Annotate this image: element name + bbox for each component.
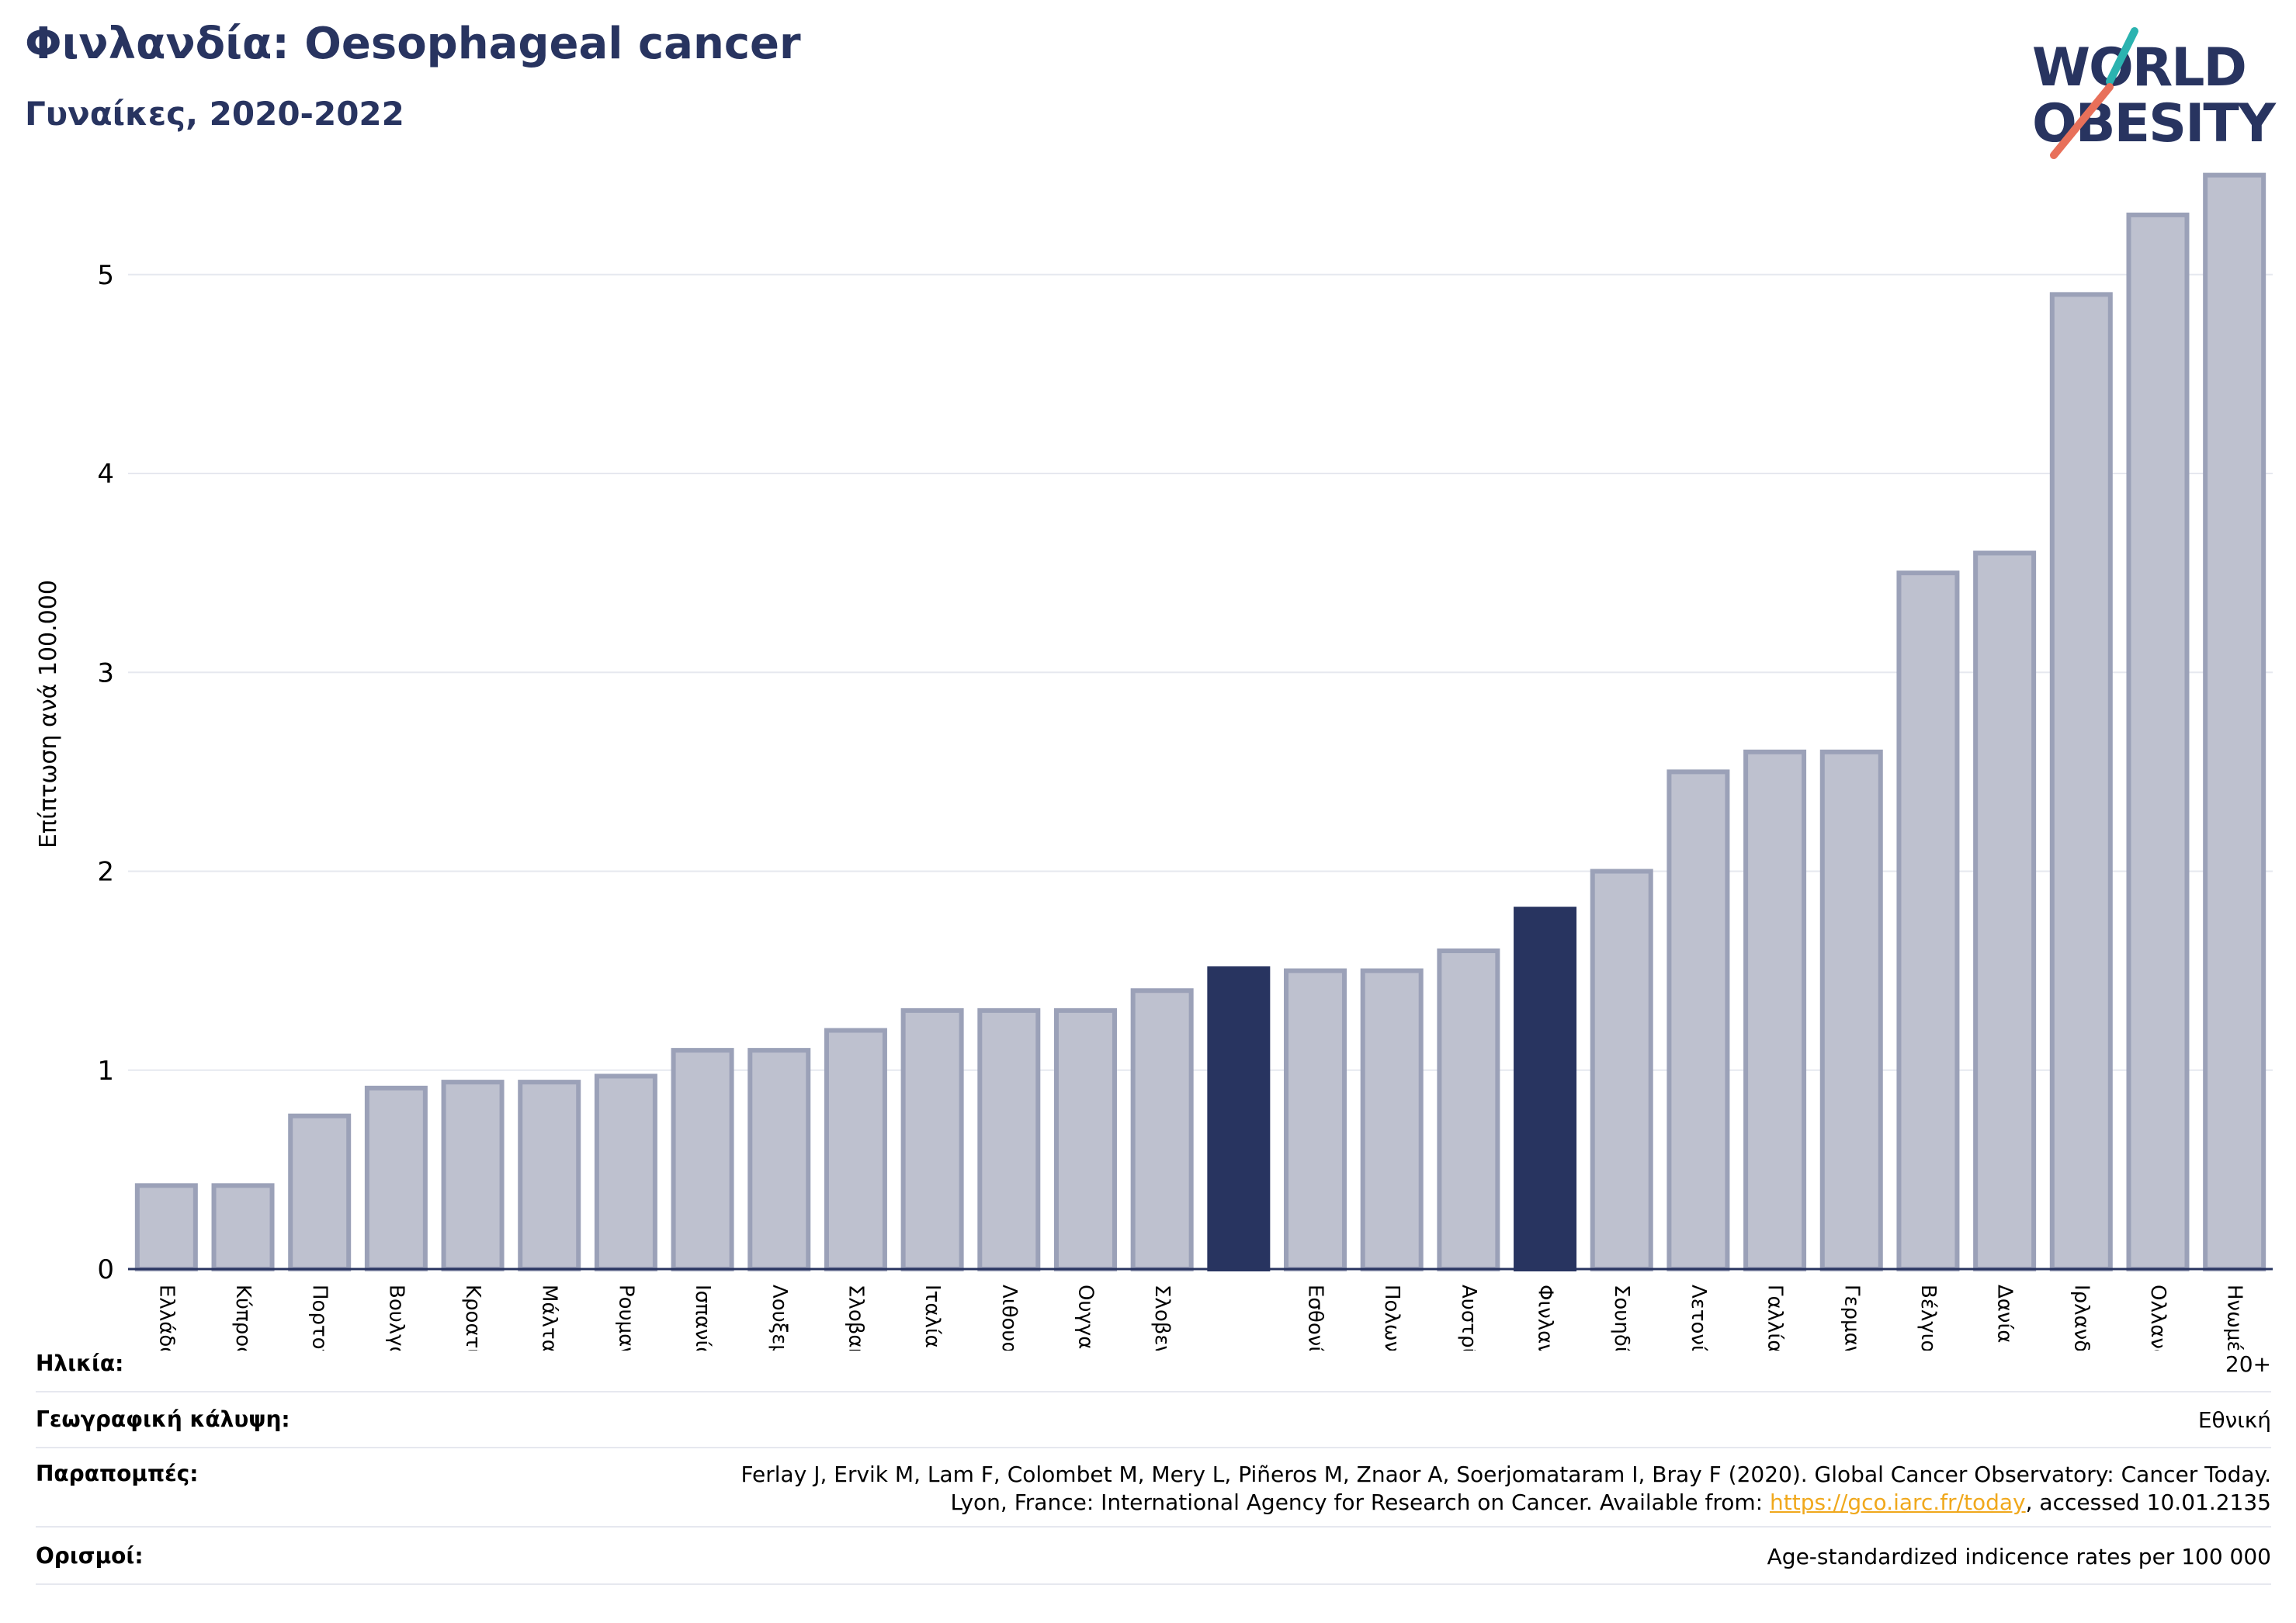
chart-subtitle: Γυναίκες, 2020-2022 — [25, 95, 404, 133]
x-tick-label: Ιρλανδία — [2069, 1285, 2093, 1351]
world-obesity-logo: WORLD OBESITY — [2032, 27, 2278, 159]
bar-14 — [1207, 966, 1271, 1271]
x-tick-label: Εσθονία — [1304, 1285, 1327, 1351]
x-tick-label: Ολλανδία — [2146, 1285, 2169, 1351]
bar-27 — [2203, 172, 2267, 1271]
geo-label: Γεωγραφική κάλυψη: — [36, 1406, 290, 1432]
y-tick-label: 1 — [97, 1056, 114, 1087]
info-geo-row: Γεωγραφική κάλυψη: Εθνική — [36, 1392, 2271, 1448]
geo-value: Εθνική — [2197, 1407, 2271, 1433]
bar-19 — [1590, 869, 1653, 1271]
y-tick-label: 2 — [97, 857, 114, 888]
bar-15 — [1284, 968, 1347, 1271]
x-tick-label: Πορτογαλία — [308, 1285, 331, 1351]
x-tick-label: Λουξεμβούργο — [768, 1285, 791, 1351]
x-tick-label: Φινλανδία — [1534, 1285, 1557, 1351]
x-tick-label: Μάλτα — [538, 1285, 561, 1351]
chart-title: Φινλανδία: Oesophageal cancer — [25, 19, 801, 69]
x-tick-label: Ελλάδα — [154, 1285, 178, 1351]
x-tick-label: Αυστρία — [1457, 1285, 1480, 1351]
info-ref-row: Παραπομπές: Ferlay J, Ervik M, Lam F, Co… — [36, 1448, 2271, 1528]
reference-link[interactable]: https://gco.iarc.fr/today — [1770, 1489, 2026, 1515]
bar-2 — [288, 1113, 352, 1271]
x-tick-label: Δανία — [1993, 1285, 2017, 1343]
ref-label: Παραπομπές: — [36, 1461, 199, 1486]
bar-11 — [977, 1007, 1041, 1271]
bars — [134, 172, 2267, 1271]
svg-text:WORLD: WORLD — [2032, 37, 2246, 99]
bar-13 — [1130, 988, 1194, 1271]
x-tick-label: Κροατία — [461, 1285, 484, 1351]
bar-chart: 0 1 2 3 4 5 Ελλάδα Κύπρος Πορτογαλία Βουλγαρία Κρ… — [35, 172, 2273, 1351]
y-tick-label: 4 — [97, 459, 114, 490]
bar-6 — [594, 1073, 657, 1271]
info-age-row: Ηλικία: 20+ — [36, 1337, 2271, 1392]
def-value: Age-standardized indicence rates per 100… — [1767, 1544, 2271, 1569]
def-label: Ορισμοί: — [36, 1543, 144, 1569]
bar-22 — [1819, 749, 1883, 1271]
ref-line-2: Lyon, France: International Agency for R… — [950, 1489, 2271, 1515]
bar-5 — [518, 1080, 581, 1271]
bar-3 — [364, 1085, 428, 1271]
x-tick-label: Βέλγιο — [1916, 1285, 1940, 1351]
bar-18 — [1514, 907, 1577, 1271]
x-tick-label: Σλοβενία — [1150, 1285, 1174, 1351]
bar-12 — [1053, 1007, 1117, 1271]
x-tick-label: Ισπανία — [691, 1285, 714, 1351]
bar-24 — [1973, 550, 2037, 1271]
x-tick-label: Γαλλία — [1764, 1285, 1787, 1351]
x-tick-label: Λετονία — [1687, 1285, 1710, 1351]
bar-8 — [747, 1048, 811, 1271]
x-tick-label: Ιταλία — [921, 1285, 944, 1348]
svg-text:OBESITY: OBESITY — [2032, 93, 2277, 154]
bar-21 — [1743, 749, 1807, 1271]
x-tick-label: Λιθουανία — [997, 1285, 1021, 1351]
x-tick-label: Βουλγαρία — [384, 1285, 408, 1351]
bar-1 — [211, 1183, 275, 1271]
bar-10 — [900, 1007, 964, 1271]
bar-0 — [134, 1183, 198, 1271]
bar-23 — [1896, 570, 1960, 1271]
y-tick-label: 3 — [97, 657, 114, 688]
age-value: 20+ — [2225, 1351, 2271, 1377]
info-def-row: Ορισμοί: Age-standardized indicence rate… — [36, 1528, 2271, 1585]
bar-25 — [2049, 292, 2113, 1271]
y-tick-label: 5 — [97, 260, 114, 291]
bar-26 — [2126, 212, 2190, 1271]
x-tick-label: Σλοβακία — [844, 1285, 867, 1351]
x-tick-label: Ουγγαρία — [1073, 1285, 1097, 1351]
y-axis-label: Επίπτωση ανά 100.000 — [35, 580, 62, 848]
bar-20 — [1667, 769, 1730, 1271]
bar-7 — [671, 1048, 734, 1271]
ref-line-1: Ferlay J, Ervik M, Lam F, Colombet M, Me… — [740, 1462, 2271, 1487]
y-tick-labels: 0 1 2 3 4 5 — [97, 260, 114, 1285]
bar-17 — [1437, 948, 1500, 1271]
x-tick-label: Κύπρος — [231, 1285, 255, 1351]
x-tick-label: Σουηδία — [1610, 1285, 1633, 1351]
x-tick-label: Πολωνία — [1380, 1285, 1403, 1351]
x-tick-label: Ρουμανία — [614, 1285, 637, 1351]
bar-4 — [441, 1080, 505, 1271]
age-label: Ηλικία: — [36, 1351, 124, 1376]
x-tick-label: Γερμανία — [1840, 1285, 1863, 1351]
x-tick-labels: Ελλάδα Κύπρος Πορτογαλία Βουλγαρία Κροατία Μά… — [154, 1285, 2246, 1351]
y-tick-label: 0 — [97, 1254, 114, 1285]
x-tick-label: Ηνωμένο Βασίλειο — [2223, 1285, 2246, 1351]
bar-9 — [824, 1028, 887, 1271]
bar-16 — [1360, 968, 1424, 1271]
